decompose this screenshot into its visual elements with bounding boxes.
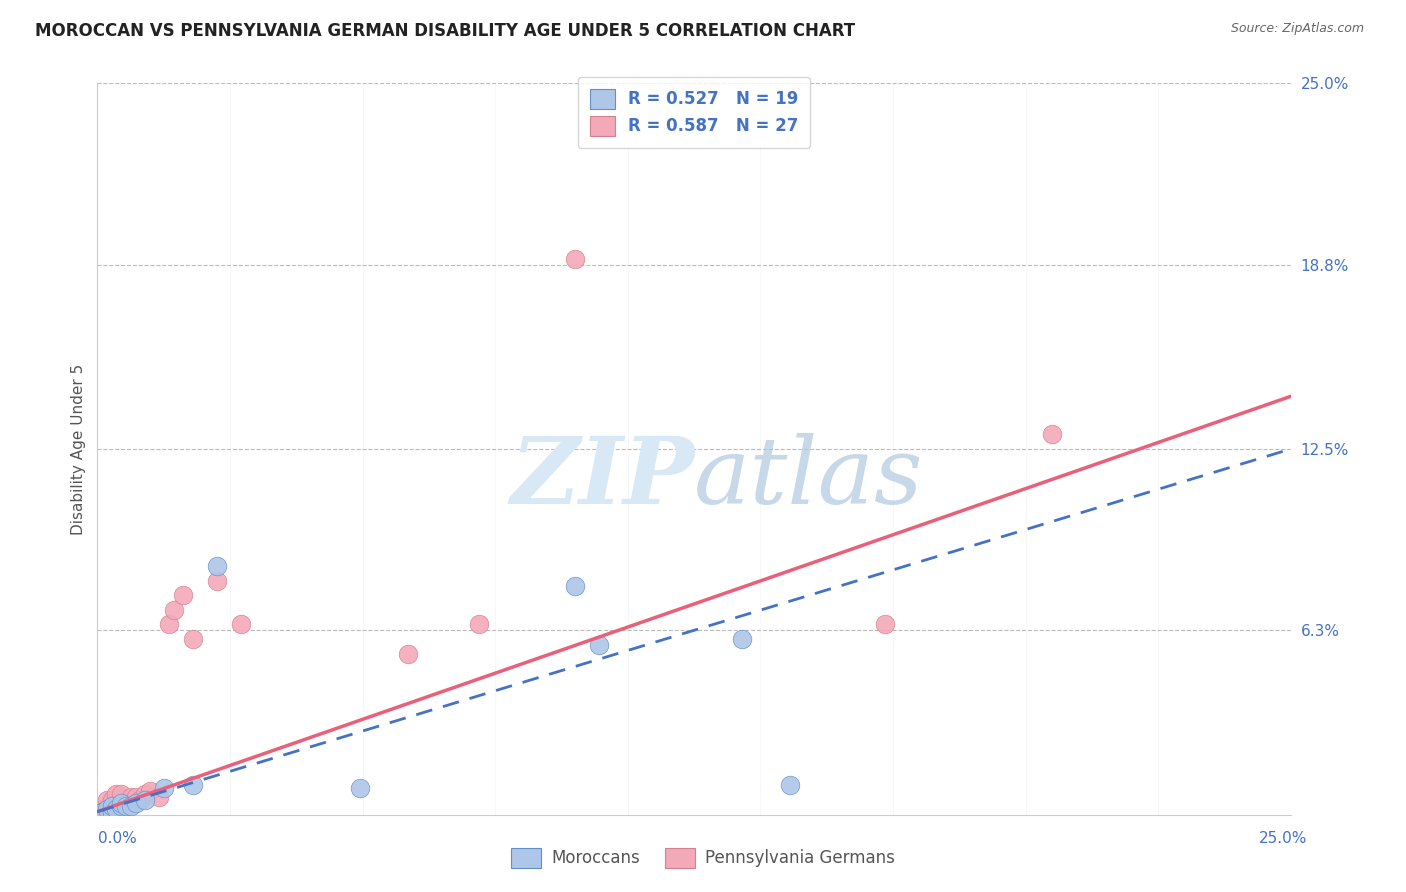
- Y-axis label: Disability Age Under 5: Disability Age Under 5: [72, 363, 86, 534]
- Point: [134, 787, 156, 801]
- Point: [91, 805, 114, 819]
- Point: [110, 787, 132, 801]
- Point: [157, 617, 180, 632]
- Point: [110, 798, 132, 813]
- Point: [115, 796, 138, 810]
- Point: [110, 796, 132, 810]
- Point: [129, 793, 152, 807]
- Text: MOROCCAN VS PENNSYLVANIA GERMAN DISABILITY AGE UNDER 5 CORRELATION CHART: MOROCCAN VS PENNSYLVANIA GERMAN DISABILI…: [35, 22, 855, 40]
- Point: [124, 790, 146, 805]
- Point: [110, 798, 132, 813]
- Point: [396, 647, 419, 661]
- Legend: Moroccans, Pennsylvania Germans: Moroccans, Pennsylvania Germans: [505, 841, 901, 875]
- Text: 25.0%: 25.0%: [1260, 831, 1308, 846]
- Point: [349, 781, 371, 796]
- Point: [153, 781, 176, 796]
- Point: [148, 790, 170, 805]
- Text: atlas: atlas: [695, 434, 924, 524]
- Point: [100, 796, 122, 810]
- Point: [100, 805, 122, 819]
- Point: [105, 796, 128, 810]
- Text: 0.0%: 0.0%: [98, 831, 138, 846]
- Point: [105, 802, 128, 816]
- Legend: R = 0.527   N = 19, R = 0.587   N = 27: R = 0.527 N = 19, R = 0.587 N = 27: [578, 77, 810, 148]
- Point: [124, 796, 146, 810]
- Point: [779, 778, 801, 792]
- Point: [1040, 427, 1063, 442]
- Point: [181, 632, 204, 646]
- Point: [134, 793, 156, 807]
- Point: [564, 579, 586, 593]
- Point: [96, 798, 118, 813]
- Point: [588, 638, 610, 652]
- Point: [105, 787, 128, 801]
- Point: [100, 798, 122, 813]
- Text: Source: ZipAtlas.com: Source: ZipAtlas.com: [1230, 22, 1364, 36]
- Point: [205, 574, 228, 588]
- Text: ZIP: ZIP: [510, 434, 695, 524]
- Point: [96, 793, 118, 807]
- Point: [172, 588, 194, 602]
- Point: [100, 793, 122, 807]
- Point: [115, 798, 138, 813]
- Point: [120, 798, 142, 813]
- Point: [205, 559, 228, 574]
- Point: [91, 805, 114, 819]
- Point: [96, 802, 118, 816]
- Point: [229, 617, 252, 632]
- Point: [731, 632, 754, 646]
- Point: [139, 784, 162, 798]
- Point: [564, 252, 586, 266]
- Point: [120, 790, 142, 805]
- Point: [181, 778, 204, 792]
- Point: [163, 603, 186, 617]
- Point: [873, 617, 896, 632]
- Point: [468, 617, 491, 632]
